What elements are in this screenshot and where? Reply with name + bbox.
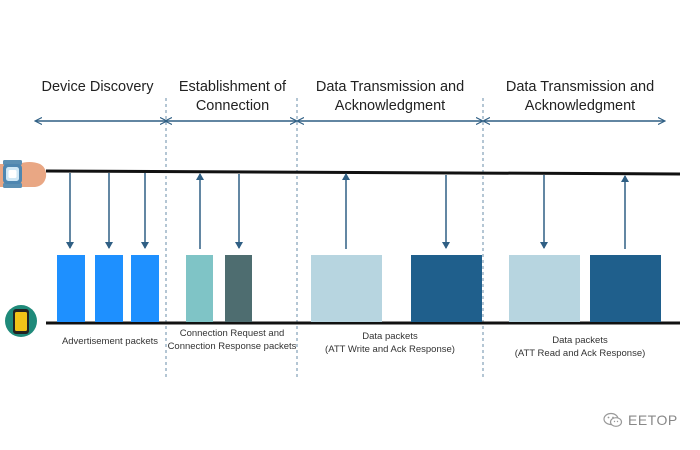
connection-response-packet — [225, 255, 252, 322]
ack-response-packet-1 — [411, 255, 482, 322]
caption-data-packets-1: Data packets (ATT Write and Ack Response… — [305, 330, 475, 356]
caption-connection-packets: Connection Request and Connection Respon… — [167, 328, 297, 352]
caption-data-packets-1-line2: (ATT Write and Ack Response) — [325, 344, 455, 355]
wechat-icon — [603, 412, 623, 427]
watermark: EETOP — [603, 412, 678, 428]
ack-response-packet-2 — [590, 255, 661, 322]
att-write-packet — [311, 255, 382, 322]
message-arrows — [66, 173, 629, 249]
phase-title-connection-establishment: Establishment of Connection — [178, 79, 287, 114]
caption-advertisement-packets: Advertisement packets — [61, 336, 159, 347]
caption-data-packets-2-line1: Data packets — [552, 335, 608, 346]
phase-title-device-discovery: Device Discovery — [41, 79, 154, 95]
phase-title-data-transmission-2: Data Transmission and Acknowledgment — [505, 79, 655, 114]
watermark-text: EETOP — [628, 412, 678, 428]
phase-title-data-transmission-1: Data Transmission and Acknowledgment — [315, 79, 465, 114]
advertisement-packet-1 — [57, 255, 85, 322]
att-read-packet — [509, 255, 580, 322]
caption-data-packets-1-line1: Data packets — [362, 331, 418, 342]
phase-dividers — [165, 98, 484, 380]
smartwatch-icon — [0, 160, 47, 188]
advertisement-packet-3 — [131, 255, 159, 322]
caption-data-packets-2-line2: (ATT Read and Ack Response) — [514, 348, 646, 359]
top-device-timeline — [45, 169, 681, 176]
packets — [57, 255, 661, 322]
advertisement-packet-2 — [95, 255, 123, 322]
smartphone-icon — [5, 305, 37, 337]
caption-data-packets-2: Data packets (ATT Read and Ack Response) — [495, 334, 665, 360]
connection-request-packet — [186, 255, 213, 322]
